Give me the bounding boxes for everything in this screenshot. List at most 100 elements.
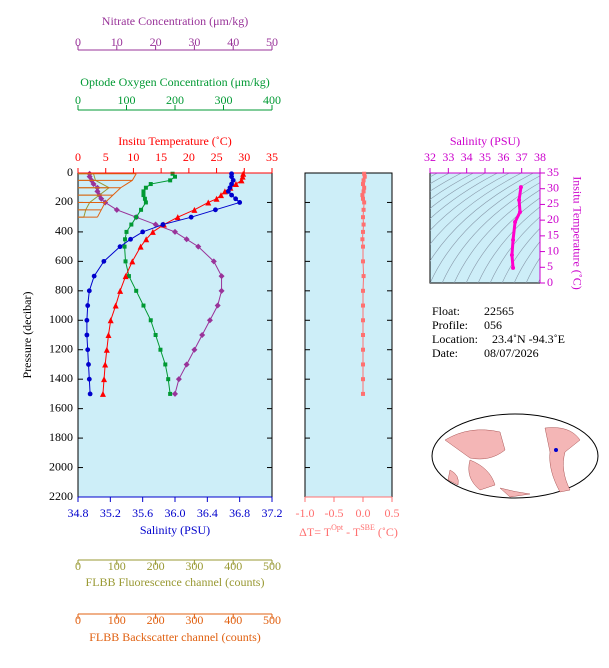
data-point (221, 188, 228, 195)
data-point (195, 243, 202, 250)
data-point (360, 193, 365, 198)
axis-title: Insitu Temperature (˚C) (118, 134, 232, 148)
data-point (511, 237, 516, 242)
data-point (361, 244, 365, 249)
data-point (117, 287, 124, 294)
data-point (218, 273, 225, 280)
axis-title: FLBB Backscatter channel (counts) (89, 630, 261, 644)
density-contour (430, 173, 463, 192)
x-tick-label: 35.6 (132, 506, 153, 520)
data-point (128, 236, 133, 242)
density-contour (430, 173, 487, 209)
data-point (123, 237, 128, 242)
x-tick-label: 400 (224, 559, 242, 573)
y-tick-label: 25 (547, 196, 559, 210)
x-tick-label: 0 (75, 35, 81, 49)
density-contour (430, 173, 535, 262)
x-tick-label: 15 (155, 150, 167, 164)
data-point (148, 182, 153, 187)
x-tick-label: 38 (534, 150, 546, 164)
data-point (112, 302, 119, 309)
y-tick-label: 15 (547, 228, 559, 242)
data-point (163, 362, 168, 367)
data-point (227, 185, 233, 191)
data-point (107, 317, 114, 324)
density-contour (525, 257, 540, 283)
density-contour (430, 173, 451, 185)
x-tick-label: 30 (238, 150, 250, 164)
data-point (237, 200, 243, 205)
data-point (362, 174, 367, 179)
density-contour (430, 173, 499, 220)
data-point (213, 195, 220, 202)
data-point (175, 376, 182, 383)
density-contour (430, 173, 475, 200)
data-point (229, 174, 234, 180)
axis-title: Salinity (PSU) (450, 134, 520, 148)
data-point (206, 317, 213, 324)
y-tick-label: 1000 (49, 312, 73, 326)
data-point (173, 174, 177, 179)
y-tick-label: 1400 (49, 371, 73, 385)
data-point (199, 332, 206, 338)
y-tick-label: 35 (547, 165, 559, 179)
data-point (218, 287, 225, 294)
density-contour (441, 182, 540, 283)
data-point (511, 265, 516, 270)
data-point (509, 253, 514, 258)
y-tick-label: 30 (547, 180, 559, 194)
plot-background (77, 172, 273, 498)
data-point (183, 361, 190, 368)
data-point (101, 258, 107, 264)
x-tick-label: 34 (461, 150, 473, 164)
data-point (361, 377, 365, 382)
data-point (113, 206, 120, 213)
density-contour (430, 173, 511, 231)
density-contour (489, 216, 540, 283)
density-contour (453, 189, 540, 283)
data-point (361, 274, 366, 279)
data-point (129, 222, 134, 227)
data-point (361, 182, 365, 187)
data-point (361, 222, 366, 227)
density-contour (465, 197, 540, 283)
x-tick-label: -1.0 (296, 506, 315, 520)
data-point (361, 207, 366, 212)
data-point (362, 200, 367, 205)
data-point (141, 303, 146, 308)
axis-title: Nitrate Concentration (μm/kg) (102, 14, 248, 28)
data-point (361, 303, 365, 308)
data-point (240, 170, 247, 177)
x-tick-label: 400 (224, 613, 242, 627)
x-tick-label: 500 (263, 559, 281, 573)
data-point (139, 207, 144, 212)
data-point (174, 214, 181, 221)
x-tick-label: 37 (516, 150, 528, 164)
x-tick-label: 33 (442, 150, 454, 164)
x-tick-label: 30 (188, 35, 200, 49)
data-point (362, 171, 367, 176)
data-point (166, 377, 171, 382)
y-tick-label: 5 (547, 259, 553, 273)
data-point (360, 237, 365, 242)
data-point (168, 391, 173, 396)
data-point (148, 318, 153, 323)
plot-background (304, 172, 393, 498)
data-point (137, 243, 144, 250)
x-tick-label: 20 (150, 35, 162, 49)
land (544, 427, 581, 493)
x-tick-label: 300 (185, 613, 203, 627)
info-label: Float: (432, 304, 460, 318)
data-point (168, 178, 173, 183)
y-tick-label: 1800 (49, 430, 73, 444)
data-point (361, 196, 365, 201)
data-point (129, 258, 136, 265)
axis-title-part: (˚C) (375, 525, 398, 539)
map-outline (431, 413, 599, 499)
info-value: 08/07/2026 (484, 346, 539, 360)
x-tick-label: 36.4 (197, 506, 218, 520)
data-point (84, 317, 90, 323)
data-point (361, 288, 365, 293)
x-tick-label: 37.2 (262, 506, 283, 520)
data-point (238, 177, 245, 184)
